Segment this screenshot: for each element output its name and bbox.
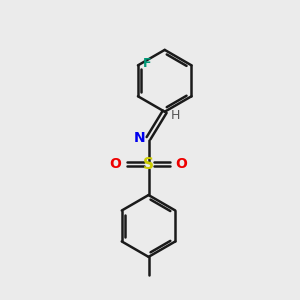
Text: N: N: [134, 130, 145, 145]
Text: H: H: [171, 109, 181, 122]
Text: O: O: [110, 157, 122, 171]
Text: F: F: [143, 57, 152, 70]
Text: O: O: [176, 157, 188, 171]
Text: S: S: [143, 157, 154, 172]
